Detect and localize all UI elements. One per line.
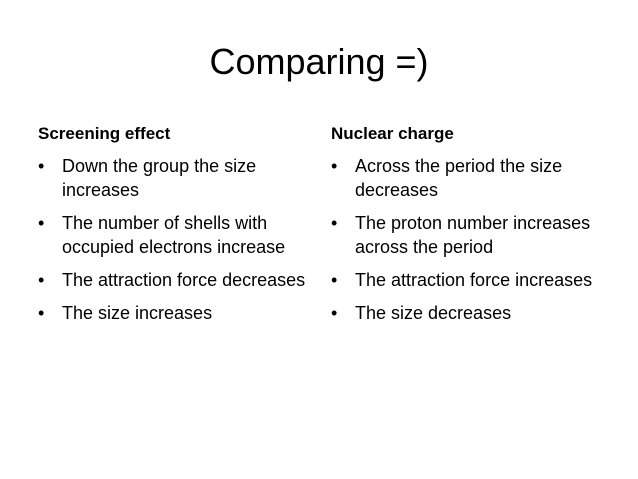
bullet-icon: • bbox=[331, 303, 338, 323]
list-item-text: The number of shells with occupied elect… bbox=[62, 213, 286, 257]
list-item-text: The proton number increases across the p… bbox=[355, 213, 591, 257]
list-item-text: Down the group the size increases bbox=[62, 156, 257, 200]
bullet-icon: • bbox=[331, 213, 338, 233]
slide-title: Comparing =) bbox=[209, 41, 429, 82]
list-item: • The proton number increases across the… bbox=[331, 211, 603, 259]
right-bullet-list: • Across the period the size decreases •… bbox=[331, 154, 603, 325]
bullet-icon: • bbox=[38, 270, 45, 290]
right-column: Nuclear charge • Across the period the s… bbox=[331, 122, 603, 334]
list-item: • The attraction force decreases bbox=[38, 268, 310, 292]
list-item: • Down the group the size increases bbox=[38, 154, 310, 202]
right-column-heading: Nuclear charge bbox=[331, 124, 454, 143]
list-item: • The number of shells with occupied ele… bbox=[38, 211, 310, 259]
bullet-icon: • bbox=[38, 213, 45, 233]
list-item-text: The attraction force increases bbox=[355, 270, 593, 290]
bullet-icon: • bbox=[331, 270, 338, 290]
left-bullet-list: • Down the group the size increases • Th… bbox=[38, 154, 310, 325]
list-item-text: Across the period the size decreases bbox=[355, 156, 563, 200]
list-item: • The size increases bbox=[38, 301, 310, 325]
list-item: • The size decreases bbox=[331, 301, 603, 325]
left-column-heading: Screening effect bbox=[38, 124, 171, 143]
list-item-text: The attraction force decreases bbox=[62, 270, 306, 290]
bullet-icon: • bbox=[331, 156, 338, 176]
list-item-text: The size increases bbox=[62, 303, 213, 323]
bullet-icon: • bbox=[38, 156, 45, 176]
bullet-icon: • bbox=[38, 303, 45, 323]
list-item: • The attraction force increases bbox=[331, 268, 603, 292]
left-column: Screening effect • Down the group the si… bbox=[38, 122, 310, 334]
list-item: • Across the period the size decreases bbox=[331, 154, 603, 202]
list-item-text: The size decreases bbox=[355, 303, 512, 323]
